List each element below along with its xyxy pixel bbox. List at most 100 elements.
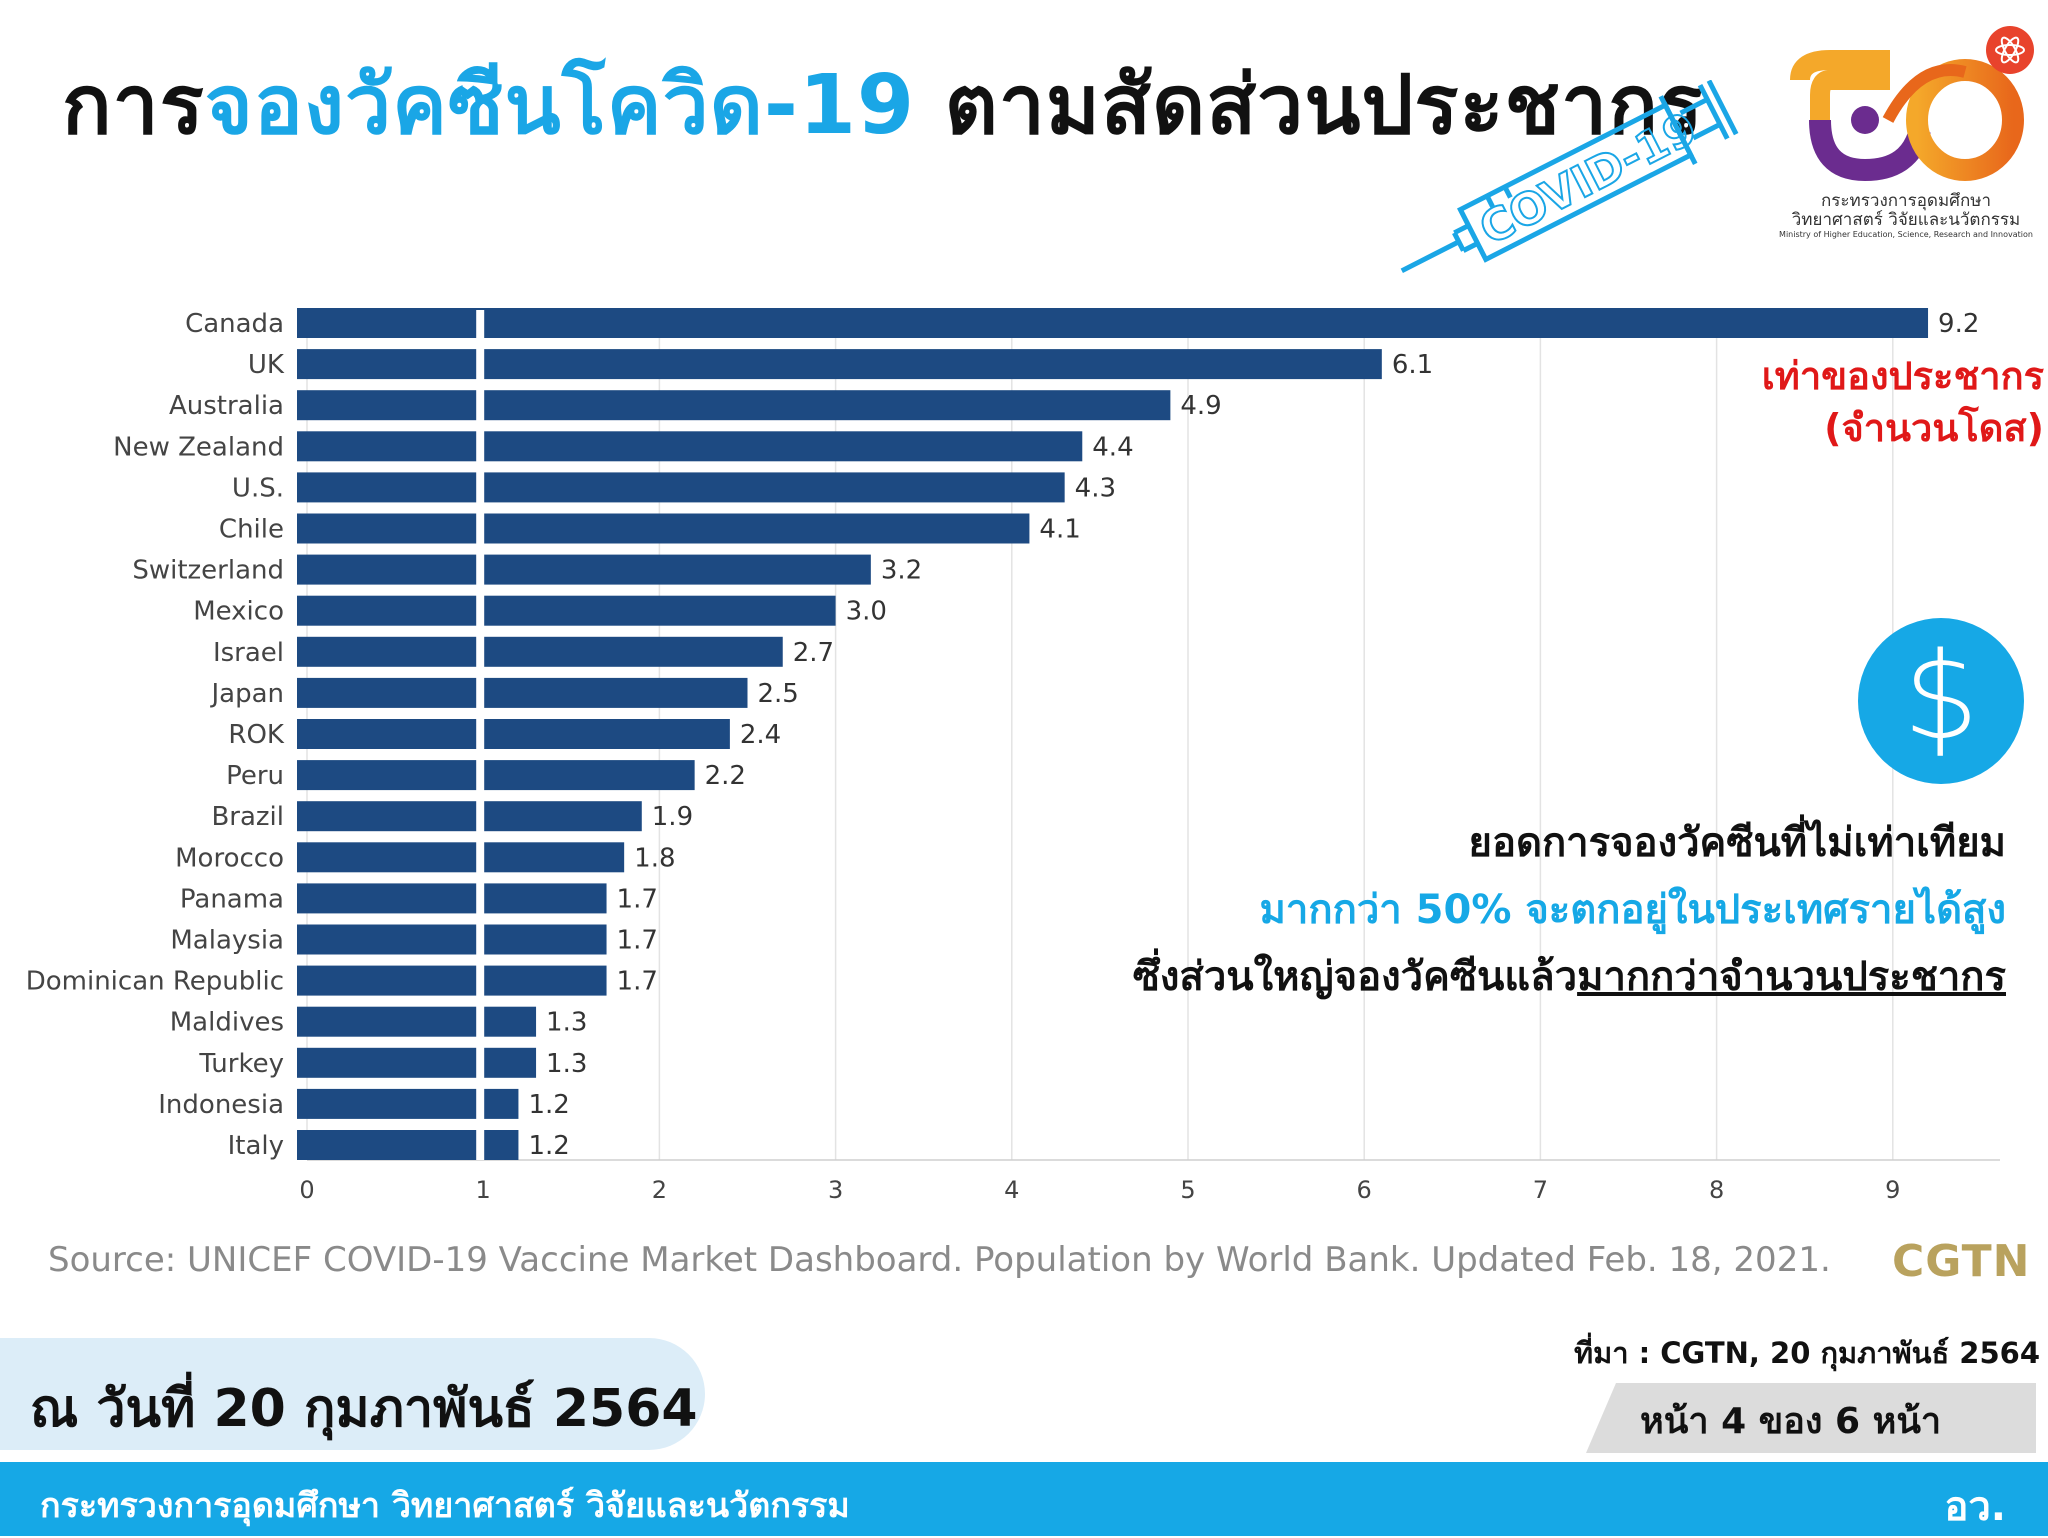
page-indicator: หน้า 4 ของ 6 หน้า (1640, 1401, 1942, 1442)
bar (297, 801, 642, 832)
dollar-icon: $ (1858, 618, 2024, 784)
bar (297, 1047, 537, 1078)
page-indicator-box (1586, 1383, 2036, 1453)
bar (297, 1088, 519, 1119)
note-line3: ซึ่งส่วนใหญ่จองวัคซีนแล้วมากกว่าจำนวนประ… (1133, 944, 2006, 1011)
category-label: Turkey (198, 1049, 284, 1079)
bar (297, 636, 783, 667)
note-line2: มากกว่า 50% จะตกอยู่ในประเทศรายได้สูง (1259, 887, 2006, 933)
bar (297, 924, 607, 955)
note-line3-underlined: มากกว่าจำนวนประชากร (1577, 954, 2006, 1000)
value-label: 1.7 (617, 884, 658, 914)
value-label: 9.2 (1938, 309, 1979, 339)
category-label: Maldives (170, 1008, 284, 1038)
x-tick-label: 0 (299, 1176, 314, 1204)
cgtn-logo: CGTN (1892, 1236, 2031, 1287)
bar (297, 719, 730, 749)
ministry-name-th2: วิทยาศาสตร์ วิจัยและนวัตกรรม (1791, 210, 2021, 230)
bar (297, 513, 1030, 544)
bar (297, 842, 625, 873)
value-label: 1.2 (528, 1131, 569, 1161)
x-tick-label: 1 (476, 1176, 491, 1204)
date-text: ณ วันที่ 20 กุมภาพันธ์ 2564 (30, 1379, 698, 1439)
x-tick-label: 2 (652, 1176, 667, 1204)
ministry-logo (1790, 26, 2034, 182)
value-label: 2.5 (758, 679, 799, 709)
date-pill (0, 1338, 705, 1450)
category-label: Panama (180, 884, 284, 914)
value-label: 1.7 (617, 926, 658, 956)
category-label: Canada (185, 309, 284, 339)
footer-abbrev: อว. (1944, 1484, 2006, 1530)
x-tick-label: 3 (828, 1176, 843, 1204)
category-label: Australia (169, 391, 284, 421)
category-label: Israel (213, 638, 284, 668)
value-label: 4.1 (1039, 515, 1080, 545)
unit-label-line1: เท่าของประชากร (1761, 354, 2044, 398)
category-label: Indonesia (158, 1090, 284, 1120)
value-label: 1.2 (528, 1090, 569, 1120)
unit-label-line2: (จำนวนโดส) (1824, 406, 2044, 450)
value-label: 6.1 (1392, 350, 1433, 380)
bar-chart: 0 1 2 3 4 5 6 7 8 9 Canada 9.2 UK 6.1 Australia 4.9 New … (26, 308, 2000, 1204)
ministry-name: กระทรวงการอุดมศึกษา วิทยาศาสตร์ วิจัยและ… (1772, 192, 2040, 240)
category-label: Brazil (211, 802, 284, 832)
bar (297, 760, 695, 791)
category-label: Chile (219, 515, 284, 545)
note-text: ยอดการจองวัคซีนที่ไม่เท่าเทียม มากกว่า 5… (1133, 810, 2006, 1011)
bar (297, 965, 607, 996)
category-label: Peru (226, 761, 284, 791)
category-label: U.S. (232, 473, 284, 503)
x-tick-label: 4 (1004, 1176, 1019, 1204)
x-tick-label: 8 (1709, 1176, 1724, 1204)
category-label: Dominican Republic (26, 967, 284, 997)
chart-labels: 0 1 2 3 4 5 6 7 8 9 Canada 9.2 UK 6.1 Australia 4.9 New … (26, 309, 1980, 1204)
bar (297, 349, 1382, 380)
source-credit: ที่มา : CGTN, 20 กุมภาพันธ์ 2564 (1573, 1336, 2040, 1370)
x-tick-label: 9 (1885, 1176, 1900, 1204)
page-title: การจองวัคซีนโควิด-19 ตามสัดส่วนประชากร (62, 40, 1704, 170)
unit-label: เท่าของประชากร (จำนวนโดส) (1762, 350, 2044, 454)
category-label: Italy (228, 1131, 284, 1161)
note-line1: ยอดการจองวัคซีนที่ไม่เท่าเทียม (1468, 820, 2007, 866)
category-label: New Zealand (113, 432, 284, 462)
category-label: ROK (228, 720, 285, 750)
category-label: Malaysia (170, 926, 284, 956)
bar (297, 390, 1171, 421)
category-label: Morocco (175, 843, 284, 873)
value-label: 4.4 (1092, 432, 1133, 462)
bar (297, 883, 607, 914)
value-label: 1.7 (617, 967, 658, 997)
chart-source: Source: UNICEF COVID-19 Vaccine Market D… (48, 1240, 1831, 1280)
title-part3: ตามสัดส่วนประชากร (915, 58, 1704, 153)
bar (297, 472, 1065, 503)
title-highlight: จองวัคซีนโควิด-19 (204, 58, 916, 153)
x-tick-label: 5 (1180, 1176, 1195, 1204)
footer-bar (0, 1462, 2048, 1536)
value-label: 3.2 (881, 556, 922, 586)
value-label: 1.8 (634, 843, 675, 873)
value-label: 1.3 (546, 1008, 587, 1038)
footer-ministry: กระทรวงการอุดมศึกษา วิทยาศาสตร์ วิจัยและ… (40, 1486, 850, 1526)
bar (297, 554, 871, 585)
syringe-icon: COVID-19 (1400, 80, 1739, 274)
value-label: 2.7 (793, 638, 834, 668)
ministry-name-th1: กระทรวงการอุดมศึกษา (1821, 191, 1991, 211)
x-tick-label: 6 (1357, 1176, 1372, 1204)
bar (297, 431, 1083, 462)
value-label: 3.0 (846, 597, 887, 627)
value-label: 2.4 (740, 720, 781, 750)
x-tick-label: 7 (1533, 1176, 1548, 1204)
bar (297, 595, 836, 626)
bar (297, 677, 748, 708)
value-label: 2.2 (705, 761, 746, 791)
category-label: Switzerland (132, 556, 284, 586)
ministry-name-en: Ministry of Higher Education, Science, R… (1779, 230, 2033, 239)
value-label: 1.9 (652, 802, 693, 832)
category-label: Japan (209, 679, 284, 709)
bar (297, 308, 1929, 338)
category-label: Mexico (193, 597, 284, 627)
note-line3-plain: ซึ่งส่วนใหญ่จองวัคซีนแล้ว (1132, 954, 1578, 1000)
bar (297, 1006, 537, 1037)
covid-badge-text: COVID-19 (1472, 103, 1705, 255)
